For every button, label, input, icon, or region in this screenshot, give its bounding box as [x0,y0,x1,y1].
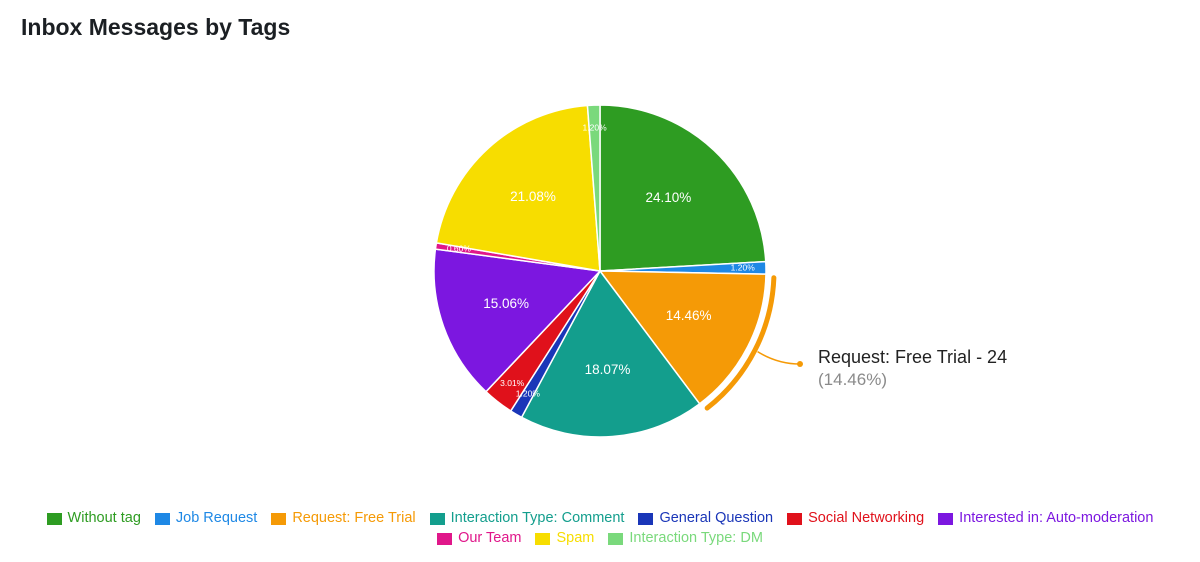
legend-swatch [429,512,445,525]
pie-slice-request-free-trial[interactable] [598,270,767,405]
slice-label-spam: 21.08% [510,189,556,204]
tooltip-title: Request: Free Trial - 24 [818,347,1007,367]
legend-item-social-networking[interactable]: Social Networking [787,510,924,527]
legend-label: Job Request [175,510,258,526]
legend-item-job-request[interactable]: Job Request [154,510,258,527]
legend-label: Our Team [458,530,522,546]
legend-label: Without tag [67,510,141,526]
slice-label-our-team: 0.60% [447,244,472,254]
pie-slice-interaction-type-comment[interactable] [520,269,701,438]
slice-label-social-networking: 3.01% [500,378,525,388]
pie-slice-interaction-type-dm[interactable] [586,104,601,272]
legend-item-our-team[interactable]: Our Team [437,530,521,547]
legend-swatch [638,512,654,525]
slice-label-without-tag: 24.10% [646,190,692,205]
legend-label: Spam [556,530,595,546]
pie-slice-spam[interactable] [435,104,601,272]
slice-label-request-free-trial: 14.46% [666,308,712,323]
legend-swatch [437,532,453,545]
legend-swatch [46,512,62,525]
legend-label: Interested in: Auto-moderation [959,510,1154,526]
legend-item-without-tag[interactable]: Without tag [46,510,141,527]
tooltip-connector [757,351,801,365]
legend-swatch [608,532,624,545]
pie-slices [433,104,767,438]
slice-labels: 24.10%1.20%14.46%18.07%1.20%3.01%15.06%0… [447,123,755,399]
legend-label: General Question [659,510,774,526]
legend-item-request-free-trial[interactable]: Request: Free Trial [271,510,416,527]
legend-swatch [271,512,287,525]
legend-item-spam[interactable]: Spam [535,530,594,547]
slice-label-interaction-type-comment: 18.07% [585,362,631,377]
slice-label-job-request: 1.20% [731,263,756,273]
legend-swatch [787,512,803,525]
slice-label-interaction-type-dm: 1.20% [583,123,608,133]
legend-label: Request: Free Trial [292,510,416,526]
chart-legend: Without tag Job Request Request: Free Tria… [20,510,1180,547]
tooltip-percent: (14.46%) [818,370,887,389]
tooltip-connector-dot [797,361,803,367]
legend-swatch [535,532,551,545]
legend-label: Interaction Type: DM [629,530,763,546]
pie-slice-interested-in-auto-moderation[interactable] [433,248,602,393]
legend-label: Interaction Type: Comment [450,510,625,526]
chart-title: Inbox Messages by Tags [21,14,291,40]
legend-item-interested-in-auto-moderation[interactable]: Interested in: Auto-moderation [938,510,1153,527]
pie-slice-without-tag[interactable] [599,104,767,272]
legend-item-interaction-type-comment[interactable]: Interaction Type: Comment [429,510,625,527]
highlight-arc [704,275,777,411]
slice-label-general-question: 1.20% [516,388,541,398]
slice-label-interested-in-auto-moderation: 15.06% [483,296,529,311]
legend-swatch [938,512,954,525]
highlight-group: Request: Free Trial - 24 (14.46%) [704,275,1007,411]
legend-swatch [154,512,170,525]
legend-label: Social Networking [808,510,925,526]
legend-item-interaction-type-dm[interactable]: Interaction Type: DM [608,530,763,547]
legend-item-general-question[interactable]: General Question [638,510,773,527]
